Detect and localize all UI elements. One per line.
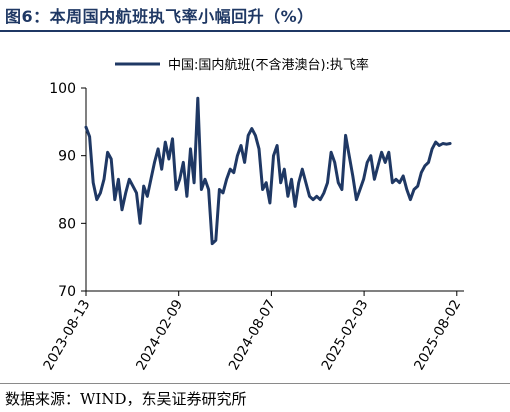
series-line-0: [84, 96, 452, 246]
x-tick-label: 2025-08-02: [411, 297, 464, 373]
series-layer: [84, 96, 452, 246]
title-divider: [0, 30, 510, 32]
y-tick-label: 100: [49, 81, 76, 97]
y-tick-label: 70: [58, 284, 76, 300]
x-axis: 2023-08-13 2024-02-09 2024-08-07 2025-02-03…: [40, 290, 464, 373]
y-tick-label: 90: [58, 149, 76, 165]
figure-title: 图6：本周国内航班执飞率小幅回升（%）: [5, 7, 314, 26]
x-tick-label: 2024-02-09: [133, 297, 186, 373]
legend: 中国:国内航班(不含港澳台):执飞率: [115, 57, 369, 73]
y-axis: 70 80 90 100: [49, 81, 87, 300]
legend-label: 中国:国内航班(不含港澳台):执飞率: [168, 57, 369, 73]
x-tick-label: 2023-08-13: [40, 297, 93, 373]
x-tick-label: 2024-08-07: [226, 297, 279, 373]
x-tick-label: 2025-02-03: [318, 297, 371, 373]
source-divider: [0, 383, 510, 384]
y-tick-label: 80: [58, 216, 76, 232]
source-note: 数据来源：WIND，东吴证券研究所: [5, 390, 247, 408]
line-chart: 70 80 90 100 2023-08-13 2024-02-09 2024-08-07…: [40, 57, 464, 373]
